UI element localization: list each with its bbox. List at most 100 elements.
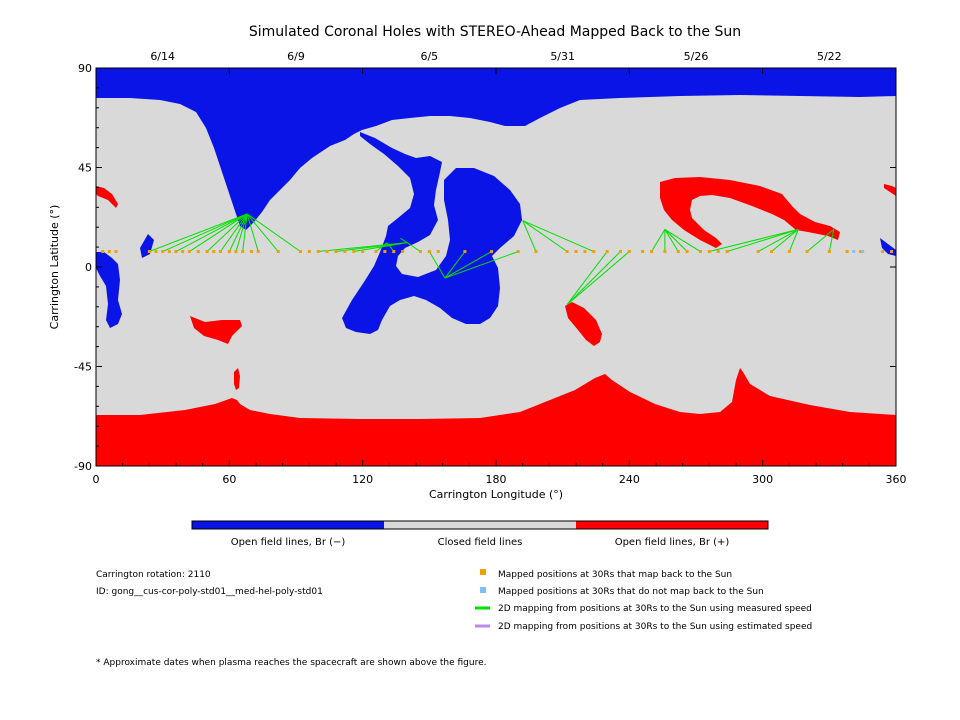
negative-patch-west — [96, 252, 122, 328]
legend-label-maps-back: Mapped positions at 30Rs that map back t… — [498, 570, 732, 580]
mapped-position-58 — [805, 250, 809, 254]
mapped-position-4 — [154, 250, 158, 254]
field-line-2 — [175, 213, 248, 252]
top-date-3: 5/31 — [550, 50, 575, 63]
field-line-39 — [828, 229, 835, 252]
top-date-4: 5/26 — [684, 50, 709, 63]
field-line-35 — [757, 228, 799, 252]
x-tick-label-180: 180 — [486, 473, 507, 486]
mapped-position-6 — [167, 250, 171, 254]
field-line-18 — [428, 251, 446, 279]
mapped-position-5 — [161, 250, 165, 254]
field-line-26 — [566, 251, 621, 305]
colorbar-negative — [192, 521, 384, 529]
positive-patch-south-small — [234, 368, 240, 390]
mapped-position-10 — [196, 250, 200, 254]
field-line-30 — [664, 229, 679, 252]
mapped-position-19 — [276, 250, 280, 254]
model-id-label: ID: gong__cus-cor-poly-std01__med-hel-po… — [96, 587, 323, 597]
mapped-position-54 — [725, 250, 729, 254]
top-date-1: 6/9 — [287, 50, 305, 63]
mapped-position-49 — [676, 250, 680, 254]
top-date-5: 5/22 — [817, 50, 842, 63]
map-plot-area — [96, 68, 896, 466]
top-date-0: 6/14 — [150, 50, 175, 63]
mapped-position-15 — [234, 250, 238, 254]
field-line-10 — [246, 213, 279, 252]
mapped-position-42 — [592, 250, 596, 254]
field-lines-layer — [149, 213, 835, 305]
mapped-position-1 — [107, 250, 111, 254]
top-date-2: 6/5 — [420, 50, 438, 63]
mapped-position-63 — [890, 250, 894, 254]
field-line-15 — [375, 242, 388, 252]
field-line-34 — [726, 228, 799, 252]
mapped-position-55 — [756, 250, 760, 254]
mapped-position-35 — [463, 250, 467, 254]
mapped-position-22 — [316, 250, 320, 254]
field-line-0 — [149, 213, 248, 252]
positive-patch-northern-loop — [660, 177, 840, 248]
legend: Mapped positions at 30Rs that map back t… — [475, 569, 812, 632]
legend-label-measured: 2D mapping from positions at 30Rs to the… — [498, 604, 812, 614]
mapped-position-3 — [147, 250, 151, 254]
mapped-position-57 — [787, 250, 791, 254]
chart-title: Simulated Coronal Holes with STEREO-Ahea… — [249, 24, 741, 40]
field-line-3 — [189, 213, 248, 252]
x-tick-label-240: 240 — [619, 473, 640, 486]
mapped-position-17 — [250, 250, 254, 254]
positive-patch-east-edge — [884, 184, 896, 196]
mapped-position-51 — [698, 250, 702, 254]
field-line-21 — [444, 251, 519, 279]
mapped-position-38 — [534, 250, 538, 254]
field-line-19 — [444, 251, 466, 279]
mapped-position-16 — [241, 250, 245, 254]
mapped-position-53 — [716, 250, 720, 254]
mapped-position-8 — [181, 250, 185, 254]
y-tick-label--45: -45 — [74, 361, 92, 374]
mapped-position-26 — [352, 250, 356, 254]
positive-patch-west-edge — [96, 186, 118, 208]
mapped-position-21 — [307, 250, 311, 254]
top-date-labels: 6/14 6/9 6/5 5/31 5/26 5/22 — [150, 50, 841, 63]
north-polar-open-field-negative — [96, 68, 896, 230]
mapped-position-39 — [565, 250, 569, 254]
mapped-position-7 — [174, 250, 178, 254]
colorbar-label-negative: Open field lines, Br (−) — [231, 537, 346, 548]
mapped-position-47 — [650, 250, 654, 254]
mapped-position-25 — [343, 250, 347, 254]
field-line-11 — [246, 213, 301, 252]
unmapped-position-1 — [861, 250, 865, 254]
field-line-28 — [651, 229, 666, 252]
legend-label-no-map-back: Mapped positions at 30Rs that do not map… — [498, 587, 764, 597]
mapped-position-46 — [641, 250, 645, 254]
mapped-position-59 — [827, 250, 831, 254]
y-axis-label: Carrington Latitude (°) — [48, 205, 61, 330]
mapped-position-41 — [583, 250, 587, 254]
mapped-position-34 — [436, 250, 440, 254]
field-line-31 — [664, 229, 688, 252]
x-tick-label-120: 120 — [352, 473, 373, 486]
mapped-position-36 — [490, 250, 494, 254]
mapped-position-13 — [218, 250, 222, 254]
field-line-32 — [664, 228, 701, 252]
y-tick-label-45: 45 — [78, 162, 92, 175]
mapped-position-18 — [256, 250, 260, 254]
field-line-7 — [235, 213, 248, 252]
field-line-6 — [228, 213, 248, 252]
mapped-position-40 — [574, 250, 578, 254]
mapped-position-52 — [707, 250, 711, 254]
field-line-37 — [788, 229, 799, 252]
field-line-33 — [709, 228, 799, 253]
colorbar-label-closed: Closed field lines — [438, 537, 523, 548]
field-line-36 — [771, 229, 799, 252]
mapped-position-23 — [325, 250, 329, 254]
colorbar-label-positive: Open field lines, Br (+) — [615, 537, 730, 548]
mapped-position-28 — [374, 250, 378, 254]
mapped-position-14 — [227, 250, 231, 254]
colorbar-closed — [384, 521, 576, 529]
mapped-position-27 — [361, 250, 365, 254]
x-axis-label: Carrington Longitude (°) — [429, 488, 563, 501]
field-line-17 — [400, 237, 421, 252]
